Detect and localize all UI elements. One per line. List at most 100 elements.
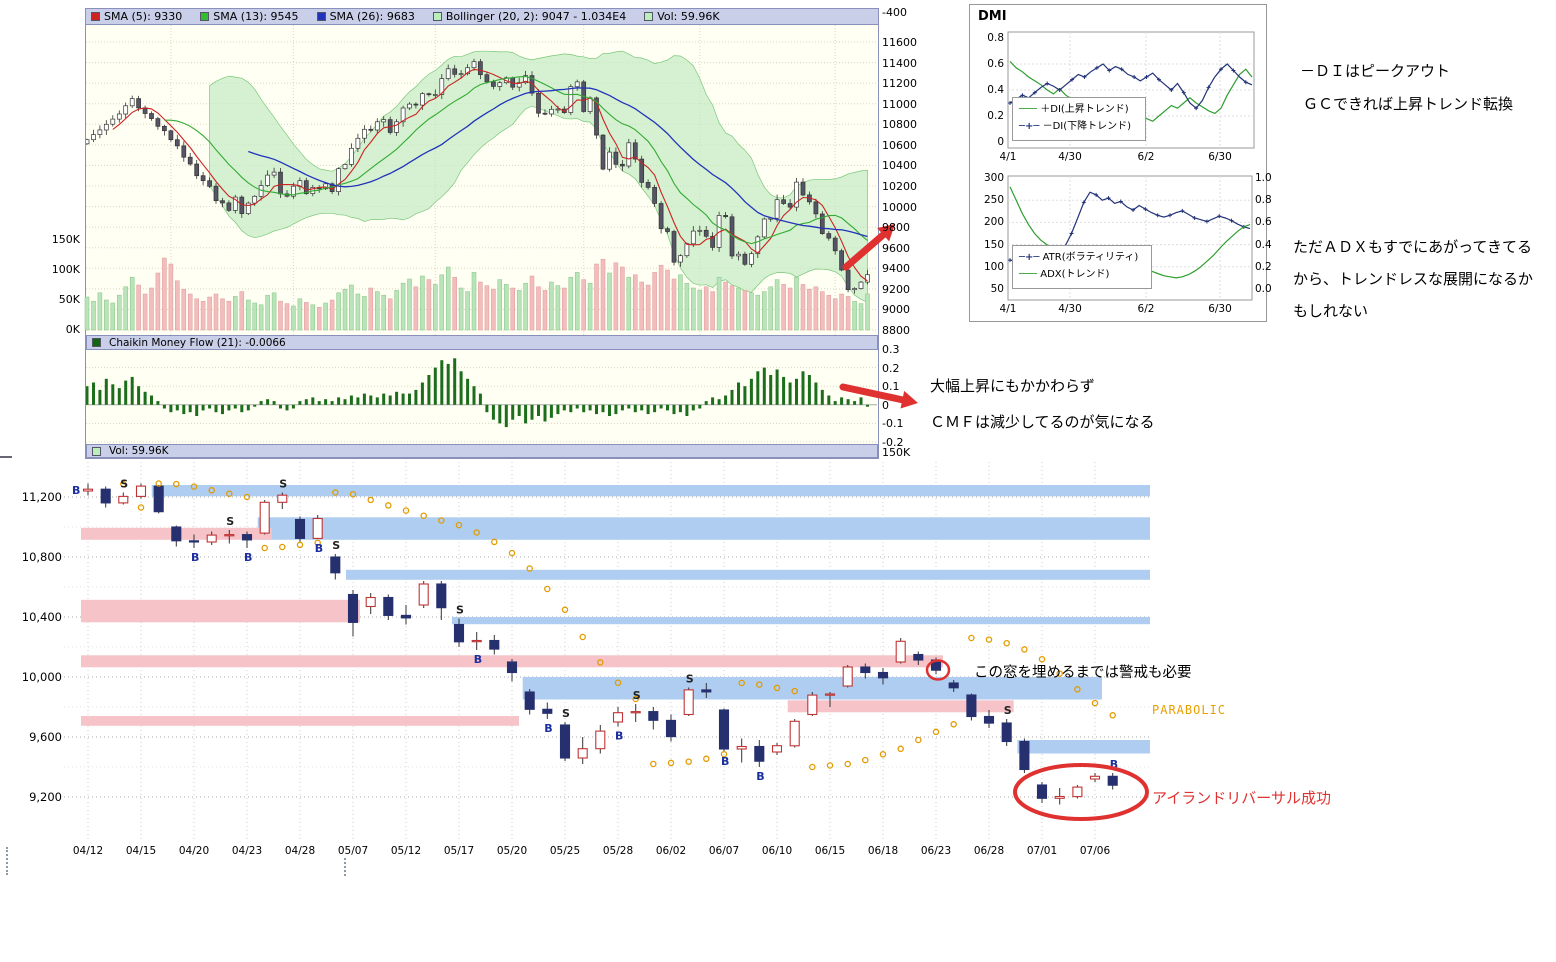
daily-y-label: 10,400	[21, 610, 62, 624]
trade-marker-B: B	[72, 484, 80, 497]
trade-marker-S: S	[279, 478, 287, 491]
window-circle	[925, 659, 951, 681]
price-axis-label: 10800	[882, 118, 917, 132]
cmf-axis-label: 0.2	[882, 361, 900, 375]
trade-marker-S: S	[633, 689, 641, 702]
dmi-legend-label: ＋DI(上昇トレンド)	[1037, 104, 1129, 115]
dmi-legend-item: ─+─ －DI(下降トレンド)	[1019, 118, 1139, 135]
dmi2-right-label: 0.8	[1255, 194, 1272, 207]
price-axis-label: 10600	[882, 138, 917, 152]
dmi2-left-label: 150	[983, 238, 1004, 251]
price-axis-label: 9400	[882, 262, 910, 276]
cmf-axis-label: -0.2	[882, 436, 904, 449]
cmf-legend-swatch	[92, 338, 101, 347]
price-axis-label: 11000	[882, 97, 917, 111]
stray-mark-mid	[344, 858, 346, 876]
dmi-chart2-legend: ─+─ ATR(ボラティリティ) ─── ADX(トレンド)	[1012, 245, 1152, 289]
daily-y-label: 10,800	[21, 550, 62, 564]
legend-swatch	[91, 12, 100, 21]
daily-x-label: 05/28	[602, 845, 634, 857]
daily-x-label: 06/02	[655, 845, 687, 857]
trade-marker-B: B	[1110, 758, 1118, 771]
volume-axis-label: 0K	[65, 323, 80, 336]
dmi2-x-label: 6/30	[1208, 303, 1232, 315]
cmf-axis-label: 0.1	[882, 380, 900, 394]
price-axis-label: 10400	[882, 159, 917, 173]
dmi-annotation-line1: －ＤＩはピークアウト	[1300, 62, 1451, 80]
stray-mark-left	[2, 847, 8, 875]
trade-marker-B: B	[244, 551, 252, 564]
daily-x-label: 05/12	[390, 845, 422, 857]
dmi-legend-item: ─── ＋DI(上昇トレンド)	[1019, 101, 1139, 118]
dmi2-x-label: 6/2	[1137, 303, 1155, 315]
dmi1-x-label: 4/30	[1058, 151, 1082, 163]
adx-annotation-line1: ただＡＤＸもすでにあがってきてる	[1293, 238, 1532, 256]
trade-marker-B: B	[315, 542, 323, 555]
cmf-annotation-line1: 大幅上昇にもかかわらず	[930, 377, 1095, 395]
volume-legend-swatch	[92, 446, 101, 456]
island-reversal-annotation: アイランドリバーサル成功	[1152, 789, 1331, 807]
price-axis-label: 8800	[882, 323, 910, 337]
dmi2-x-label: 4/30	[1058, 303, 1082, 315]
price-axis-label: 9800	[882, 221, 910, 235]
parabolic-label: PARABOLIC	[1152, 703, 1227, 717]
dmi1-y-label: 0	[997, 136, 1004, 148]
legend-swatch	[432, 12, 442, 21]
clipped-axis-label: 150K	[882, 446, 911, 459]
legend-swatch	[316, 12, 326, 21]
dmi1-y-label: 0.2	[987, 110, 1004, 122]
daily-x-label: 06/15	[814, 845, 846, 857]
dmi-annotation-line2: ＧＣできれば上昇トレンド転換	[1303, 95, 1514, 113]
cmf-axis-label: -0.1	[882, 417, 904, 431]
legend-item: SMA (26): 9683	[316, 10, 415, 23]
daily-x-label: 04/23	[231, 845, 263, 857]
daily-x-label: 04/20	[178, 845, 210, 857]
dmi2-x-label: 4/1	[999, 303, 1017, 315]
price-axis-label: 11200	[882, 77, 917, 91]
dmi2-right-label: 0.6	[1255, 216, 1272, 229]
daily-x-label: 04/12	[72, 845, 104, 857]
volume-footer-label: Vol: 59.96K	[109, 445, 169, 457]
main-chart-legend-bar: SMA (5): 9330 SMA (13): 9545 SMA (26): 968…	[85, 8, 879, 25]
stray-axis-label: -400	[882, 6, 907, 19]
dmi-legend-label: ATR(ボラティリティ)	[1039, 252, 1139, 263]
daily-x-label: 05/17	[443, 845, 475, 857]
legend-swatch	[644, 12, 654, 21]
trade-marker-S: S	[456, 604, 464, 617]
legend-line-sample: ─+─	[1019, 252, 1040, 263]
daily-x-label: 05/20	[496, 845, 528, 857]
dmi-legend-label: －DI(下降トレンド)	[1039, 121, 1132, 132]
daily-x-label: 06/18	[867, 845, 899, 857]
trade-marker-B: B	[756, 770, 764, 783]
dmi1-x-label: 6/2	[1137, 151, 1155, 163]
daily-x-label: 06/10	[761, 845, 793, 857]
legend-item: SMA (5): 9330	[91, 10, 182, 23]
stray-mark-top	[0, 456, 12, 458]
daily-x-label: 07/01	[1026, 845, 1058, 857]
trade-marker-B: B	[474, 653, 482, 666]
cmf-axis-label: 0	[882, 398, 889, 412]
dmi2-right-label: 0.0	[1255, 283, 1272, 295]
dmi1-y-label: 0.4	[987, 84, 1004, 96]
right-arrow-head	[900, 390, 918, 409]
cmf-header-label: Chaikin Money Flow (21): -0.0066	[109, 336, 286, 349]
daily-candles	[82, 483, 1118, 805]
volume-axis-label: 150K	[51, 233, 80, 246]
dmi2-left-label: 200	[983, 216, 1004, 229]
legend-label: SMA (5): 9330	[104, 10, 183, 23]
daily-x-label: 05/25	[549, 845, 581, 857]
price-axis-label: 11400	[882, 56, 917, 70]
trade-marker-S: S	[686, 673, 694, 686]
dmi1-x-label: 4/1	[999, 151, 1017, 163]
dmi2-left-label: 250	[983, 194, 1004, 207]
daily-x-label: 04/28	[284, 845, 316, 857]
cmf-annotation-line2: ＣＭＦは減少してるのが気になる	[930, 413, 1155, 431]
trade-marker-S: S	[332, 539, 340, 552]
daily-y-label: 11,200	[21, 490, 62, 504]
island-ellipse	[1013, 763, 1149, 821]
volume-axis-label: 50K	[58, 293, 80, 306]
dmi1-y-label: 0.6	[987, 58, 1004, 70]
price-axis-label: 9200	[882, 282, 910, 296]
legend-line-sample: ───	[1019, 104, 1038, 115]
